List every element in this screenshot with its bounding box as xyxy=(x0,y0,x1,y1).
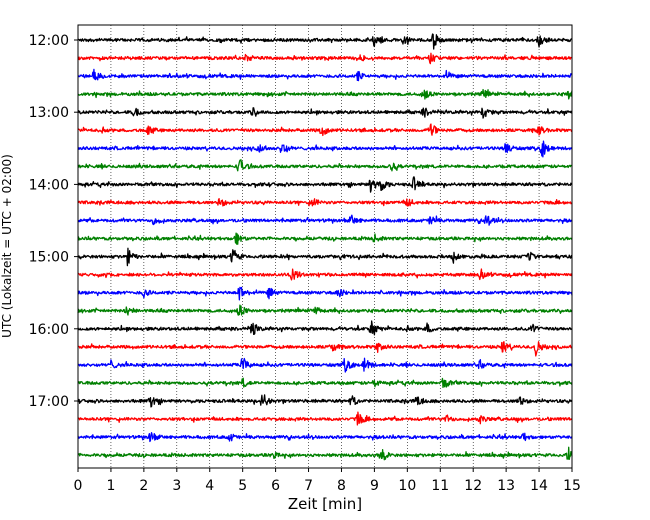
trace-1215 xyxy=(77,52,573,65)
grid-lines xyxy=(110,25,540,468)
x-tick-label: 8 xyxy=(337,478,346,494)
trace-1545 xyxy=(77,304,573,316)
trace-1600 xyxy=(77,320,573,336)
x-tick-label: 11 xyxy=(431,478,449,494)
x-tick-label: 13 xyxy=(497,478,515,494)
trace-1615 xyxy=(77,341,573,357)
trace-1200 xyxy=(77,33,573,50)
trace-1715 xyxy=(77,411,573,426)
trace-1345 xyxy=(77,159,573,172)
trace-1645 xyxy=(77,377,573,389)
trace-1300 xyxy=(77,107,573,119)
trace-1245 xyxy=(77,88,573,100)
trace-1745 xyxy=(77,446,573,461)
trace-1500 xyxy=(77,247,573,267)
y-axis-ticks: 12:00 13:00 14:00 15:00 16:00 17:00 xyxy=(29,33,78,410)
y-tick-label: 14:00 xyxy=(29,177,69,193)
seismogram-traces xyxy=(77,33,573,461)
y-axis-label: UTC (Lokalzeit = UTC + 02:00) xyxy=(0,154,14,338)
trace-1515 xyxy=(77,268,573,281)
y-tick-label: 12:00 xyxy=(29,33,69,49)
trace-1315 xyxy=(77,123,573,137)
y-tick-label: 17:00 xyxy=(29,394,69,410)
x-tick-label: 12 xyxy=(464,478,482,494)
x-tick-label: 10 xyxy=(398,478,416,494)
x-axis-label: Zeit [min] xyxy=(288,495,362,513)
trace-1230 xyxy=(77,68,573,82)
x-tick-label: 5 xyxy=(238,478,247,494)
y-tick-label: 16:00 xyxy=(29,322,69,338)
x-axis-ticks: 0 1 2 3 4 5 6 7 8 9 10 11 12 13 14 15 xyxy=(74,468,581,494)
x-tick-label: 0 xyxy=(74,478,83,494)
x-tick-label: 1 xyxy=(106,478,115,494)
plot-frame xyxy=(77,24,573,469)
trace-1530 xyxy=(77,286,573,301)
plot-background xyxy=(78,25,572,468)
y-tick-label: 13:00 xyxy=(29,105,69,121)
x-tick-label: 14 xyxy=(530,478,548,494)
x-tick-label: 15 xyxy=(563,478,581,494)
trace-1730 xyxy=(77,432,573,443)
trace-1330 xyxy=(77,140,573,158)
x-tick-label: 7 xyxy=(304,478,313,494)
x-tick-label: 3 xyxy=(172,478,181,494)
x-tick-label: 9 xyxy=(370,478,379,494)
x-tick-label: 6 xyxy=(271,478,280,494)
trace-1445 xyxy=(77,232,573,245)
y-tick-label: 15:00 xyxy=(29,250,69,266)
trace-1415 xyxy=(77,197,573,207)
trace-1700 xyxy=(77,394,573,408)
x-tick-label: 2 xyxy=(139,478,148,494)
trace-1630 xyxy=(77,357,573,373)
trace-1430 xyxy=(77,214,573,226)
x-tick-label: 4 xyxy=(205,478,214,494)
trace-1400 xyxy=(77,176,573,193)
